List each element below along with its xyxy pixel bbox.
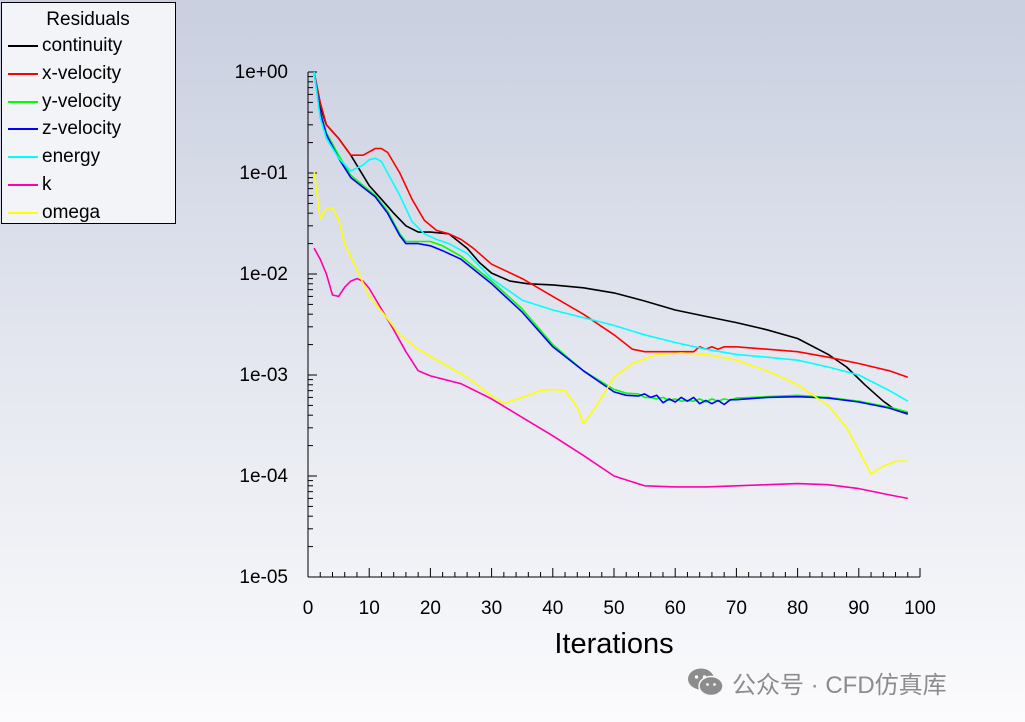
- series-line-continuity: [313, 71, 908, 414]
- legend-swatch: [8, 45, 38, 47]
- series-line-k: [313, 247, 908, 500]
- legend-label: x-velocity: [42, 62, 122, 84]
- y-tick-label: 1e-02: [239, 264, 288, 285]
- series-line-x-velocity: [313, 71, 909, 378]
- wechat-icon: [688, 668, 724, 697]
- legend-label: continuity: [42, 35, 123, 56]
- y-tick-label: 1e-01: [239, 163, 288, 184]
- x-tick-label: 40: [542, 598, 563, 619]
- x-tick-label: 10: [359, 598, 380, 619]
- series-lines: [313, 71, 909, 500]
- legend-label: k: [42, 174, 52, 195]
- legend: Residuals continuity x-velocity y-velocity…: [1, 2, 176, 224]
- legend-label: omega: [42, 201, 101, 223]
- x-tick-label: 20: [420, 598, 441, 619]
- legend-item-y-velocity: y-velocity: [8, 89, 121, 115]
- legend-label: y-velocity: [42, 90, 122, 112]
- legend-item-energy: energy: [8, 144, 100, 170]
- legend-swatch: [8, 72, 38, 75]
- x-tick-label: 100: [904, 598, 936, 619]
- y-tick-label: 1e+00: [235, 62, 288, 83]
- series-line-z-velocity: [313, 71, 909, 415]
- legend-title: Residuals: [46, 9, 130, 30]
- watermark-text: 公众号 · CFD仿真库: [732, 671, 947, 699]
- x-tick-label: 30: [481, 598, 502, 619]
- legend-item-omega: omega: [8, 200, 100, 226]
- x-tick-label: 50: [603, 598, 624, 619]
- legend-item-continuity: continuity: [8, 33, 122, 59]
- x-tick-label: 80: [787, 598, 808, 619]
- legend-item-x-velocity: x-velocity: [8, 61, 121, 87]
- legend-item-z-velocity: z-velocity: [8, 116, 121, 142]
- x-axis-label: Iterations: [554, 628, 674, 660]
- axes: [307, 72, 920, 578]
- legend-swatch: [8, 156, 38, 159]
- y-tick-label: 1e-05: [239, 567, 288, 588]
- legend-label: energy: [42, 146, 101, 168]
- legend-item-k: k: [8, 172, 52, 198]
- legend-swatch: [8, 128, 38, 131]
- legend-swatch: [8, 211, 38, 214]
- x-tick-label: 0: [303, 598, 314, 619]
- x-tick-label: 60: [665, 598, 686, 619]
- legend-swatch: [8, 184, 38, 186]
- series-line-energy: [313, 71, 909, 402]
- y-tick-label: 1e-04: [239, 466, 288, 487]
- watermark: 公众号 · CFD仿真库: [686, 664, 947, 700]
- y-tick-label: 1e-03: [239, 365, 288, 386]
- legend-label: z-velocity: [42, 118, 122, 140]
- x-tick-label: 90: [848, 598, 869, 619]
- legend-swatch: [8, 100, 38, 103]
- tick-marks: 1e-05 1e-04 1e-03 1e-02 1e-01 1e+00 0 10 20 30 40 5…: [235, 62, 936, 619]
- x-tick-label: 70: [726, 598, 747, 619]
- series-line-omega: [313, 170, 908, 475]
- series-line-y-velocity: [313, 71, 909, 413]
